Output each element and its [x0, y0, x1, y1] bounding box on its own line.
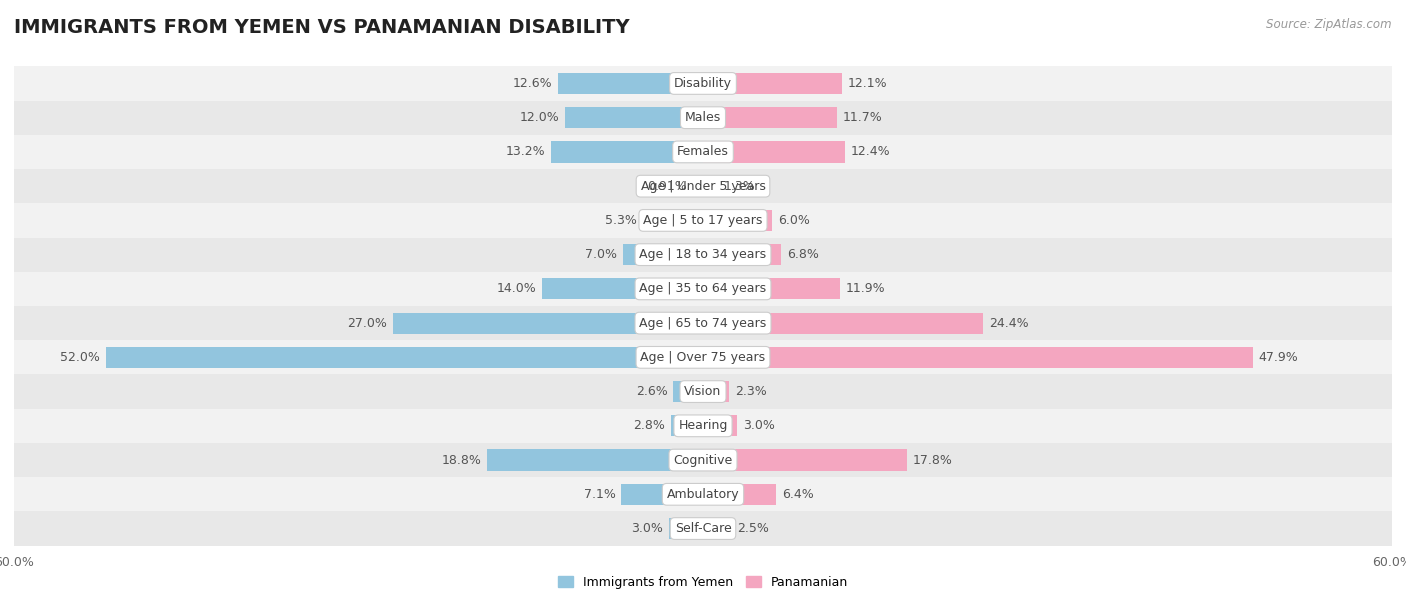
Bar — [621, 483, 703, 505]
Bar — [105, 347, 703, 368]
Bar — [558, 73, 703, 94]
Bar — [14, 169, 1392, 203]
Text: 13.2%: 13.2% — [506, 146, 546, 159]
Text: Males: Males — [685, 111, 721, 124]
Bar — [14, 237, 1392, 272]
Text: Females: Females — [678, 146, 728, 159]
Bar — [703, 518, 731, 539]
Bar — [703, 141, 845, 163]
Text: Age | 65 to 74 years: Age | 65 to 74 years — [640, 316, 766, 330]
Text: 1.3%: 1.3% — [724, 180, 755, 193]
Bar — [14, 135, 1392, 169]
Bar — [703, 347, 1253, 368]
Bar — [673, 381, 703, 402]
Bar — [14, 477, 1392, 512]
Text: 6.0%: 6.0% — [778, 214, 810, 227]
Text: 12.0%: 12.0% — [520, 111, 560, 124]
Text: Vision: Vision — [685, 385, 721, 398]
Text: 12.6%: 12.6% — [513, 77, 553, 90]
Bar — [703, 210, 772, 231]
Text: 14.0%: 14.0% — [496, 282, 537, 296]
Bar — [14, 512, 1392, 546]
Text: 7.1%: 7.1% — [583, 488, 616, 501]
Bar — [392, 313, 703, 334]
Bar — [14, 306, 1392, 340]
Bar — [623, 244, 703, 265]
Bar — [643, 210, 703, 231]
Text: 2.3%: 2.3% — [735, 385, 766, 398]
Bar — [703, 449, 907, 471]
Bar — [14, 443, 1392, 477]
Bar — [671, 415, 703, 436]
Text: Age | Under 5 years: Age | Under 5 years — [641, 180, 765, 193]
Bar — [14, 375, 1392, 409]
Text: Cognitive: Cognitive — [673, 453, 733, 466]
Bar — [703, 415, 738, 436]
Text: Age | Over 75 years: Age | Over 75 years — [641, 351, 765, 364]
Text: Age | 5 to 17 years: Age | 5 to 17 years — [644, 214, 762, 227]
Text: Age | 18 to 34 years: Age | 18 to 34 years — [640, 248, 766, 261]
Text: 7.0%: 7.0% — [585, 248, 617, 261]
Text: 12.4%: 12.4% — [851, 146, 891, 159]
Bar — [703, 73, 842, 94]
Bar — [703, 313, 983, 334]
Bar — [703, 244, 782, 265]
Text: 11.7%: 11.7% — [844, 111, 883, 124]
Bar — [14, 203, 1392, 237]
Bar — [486, 449, 703, 471]
Text: 0.91%: 0.91% — [647, 180, 686, 193]
Bar — [693, 176, 703, 197]
Bar — [703, 107, 838, 129]
Text: 17.8%: 17.8% — [912, 453, 953, 466]
Bar — [543, 278, 703, 299]
Text: IMMIGRANTS FROM YEMEN VS PANAMANIAN DISABILITY: IMMIGRANTS FROM YEMEN VS PANAMANIAN DISA… — [14, 18, 630, 37]
Text: 18.8%: 18.8% — [441, 453, 481, 466]
Legend: Immigrants from Yemen, Panamanian: Immigrants from Yemen, Panamanian — [553, 570, 853, 594]
Text: 27.0%: 27.0% — [347, 316, 387, 330]
Text: 52.0%: 52.0% — [60, 351, 100, 364]
Bar — [565, 107, 703, 129]
Text: 5.3%: 5.3% — [605, 214, 637, 227]
Text: 6.4%: 6.4% — [782, 488, 814, 501]
Bar — [703, 278, 839, 299]
Text: Disability: Disability — [673, 77, 733, 90]
Text: Self-Care: Self-Care — [675, 522, 731, 535]
Bar — [14, 66, 1392, 100]
Bar — [14, 340, 1392, 375]
Bar — [14, 409, 1392, 443]
Bar — [703, 381, 730, 402]
Text: Age | 35 to 64 years: Age | 35 to 64 years — [640, 282, 766, 296]
Text: Source: ZipAtlas.com: Source: ZipAtlas.com — [1267, 18, 1392, 31]
Bar — [551, 141, 703, 163]
Bar — [703, 483, 776, 505]
Bar — [14, 100, 1392, 135]
Text: 2.5%: 2.5% — [738, 522, 769, 535]
Text: 12.1%: 12.1% — [848, 77, 887, 90]
Text: 24.4%: 24.4% — [988, 316, 1029, 330]
Bar — [669, 518, 703, 539]
Text: Ambulatory: Ambulatory — [666, 488, 740, 501]
Text: 11.9%: 11.9% — [845, 282, 884, 296]
Text: 3.0%: 3.0% — [631, 522, 662, 535]
Bar — [703, 176, 718, 197]
Text: 3.0%: 3.0% — [744, 419, 775, 432]
Text: Hearing: Hearing — [678, 419, 728, 432]
Text: 6.8%: 6.8% — [787, 248, 818, 261]
Text: 47.9%: 47.9% — [1258, 351, 1299, 364]
Text: 2.6%: 2.6% — [636, 385, 668, 398]
Text: 2.8%: 2.8% — [633, 419, 665, 432]
Bar — [14, 272, 1392, 306]
